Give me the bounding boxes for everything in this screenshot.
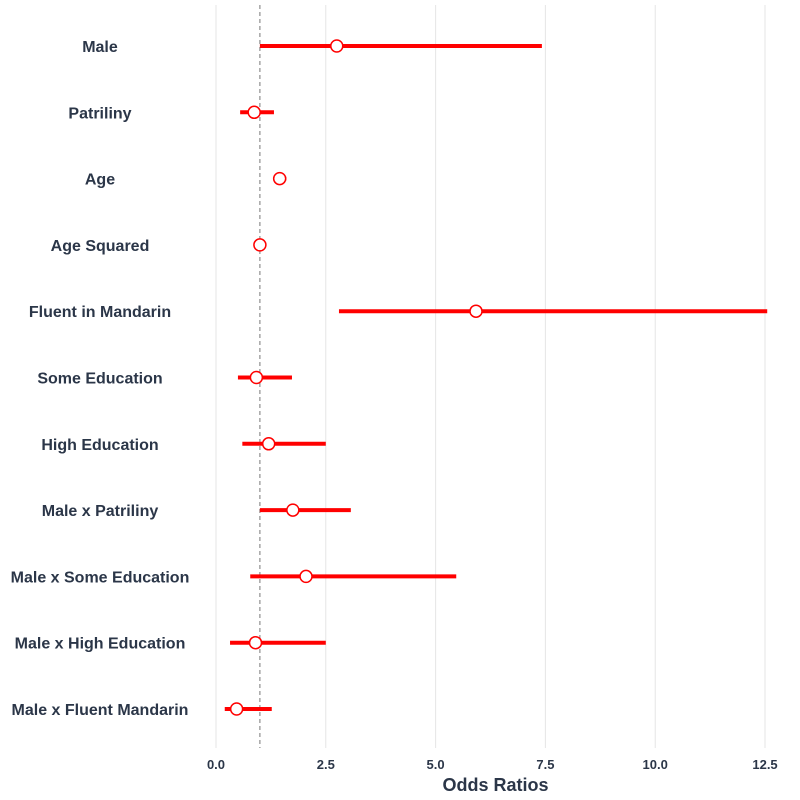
- point-estimate: [249, 370, 264, 385]
- category-label: Male x High Education: [15, 636, 186, 653]
- point-estimate: [229, 702, 244, 716]
- point-estimate: [286, 503, 300, 517]
- point-estimates: [229, 39, 483, 716]
- point-estimate: [330, 39, 344, 53]
- category-label: Patriliny: [68, 105, 131, 122]
- point-estimate: [248, 635, 263, 650]
- point-estimate: [247, 105, 261, 120]
- x-tick-label: 12.5: [752, 757, 777, 772]
- category-label: Male x Fluent Mandarin: [12, 702, 189, 719]
- point-estimate: [253, 238, 267, 252]
- x-axis-title: Odds Ratios: [442, 775, 548, 795]
- x-tick-label: 2.5: [317, 757, 335, 772]
- point-estimate: [272, 171, 287, 186]
- category-label: Male x Some Education: [11, 569, 190, 586]
- x-tick-label: 5.0: [427, 757, 445, 772]
- category-label: High Education: [41, 437, 158, 454]
- category-label: Age: [85, 172, 115, 189]
- point-estimate: [261, 437, 276, 451]
- category-label: Age Squared: [51, 238, 150, 255]
- x-tick-label: 7.5: [536, 757, 554, 772]
- category-label: Fluent in Mandarin: [29, 304, 171, 321]
- x-tick-label: 0.0: [207, 757, 225, 772]
- x-axis-ticks: 0.0 2.5 5.0 7.5 10.0 12.5: [207, 757, 778, 772]
- point-estimate: [299, 569, 313, 584]
- point-estimate: [469, 304, 483, 318]
- category-label: Male: [82, 39, 118, 56]
- category-label: Male x Patriliny: [42, 503, 159, 520]
- confidence-intervals: [224, 44, 768, 711]
- category-label: Some Education: [37, 371, 162, 388]
- y-axis-labels: Male Patriliny Age Age Squared Fluent in Man…: [11, 39, 190, 719]
- gridlines: [215, 5, 766, 748]
- x-tick-label: 10.0: [643, 757, 668, 772]
